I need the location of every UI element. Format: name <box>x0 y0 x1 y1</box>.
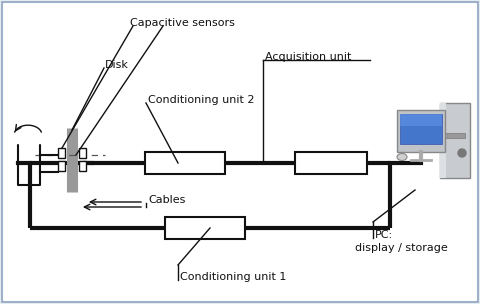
Text: Capacitive sensors: Capacitive sensors <box>130 18 235 28</box>
Text: Disk: Disk <box>105 60 129 70</box>
Bar <box>145 152 225 174</box>
Bar <box>445 133 465 138</box>
Text: Cables: Cables <box>148 195 185 205</box>
Bar <box>58 161 65 171</box>
Bar <box>165 217 245 239</box>
Ellipse shape <box>397 154 407 161</box>
Bar <box>400 114 442 144</box>
Bar <box>400 114 442 126</box>
Circle shape <box>458 149 466 157</box>
Text: Conditioning unit 1: Conditioning unit 1 <box>180 272 287 282</box>
Bar <box>440 103 446 178</box>
Bar <box>79 148 86 158</box>
Text: PC:: PC: <box>375 230 393 240</box>
Bar <box>79 161 86 171</box>
Bar <box>440 103 470 178</box>
Text: Conditioning unit 2: Conditioning unit 2 <box>148 95 254 105</box>
Bar <box>58 148 65 158</box>
Text: display / storage: display / storage <box>355 243 448 253</box>
Bar <box>397 110 445 152</box>
Bar <box>295 152 367 174</box>
Text: Acquisition unit: Acquisition unit <box>265 52 351 62</box>
